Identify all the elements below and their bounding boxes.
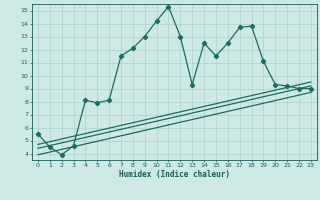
X-axis label: Humidex (Indice chaleur): Humidex (Indice chaleur): [119, 170, 230, 179]
